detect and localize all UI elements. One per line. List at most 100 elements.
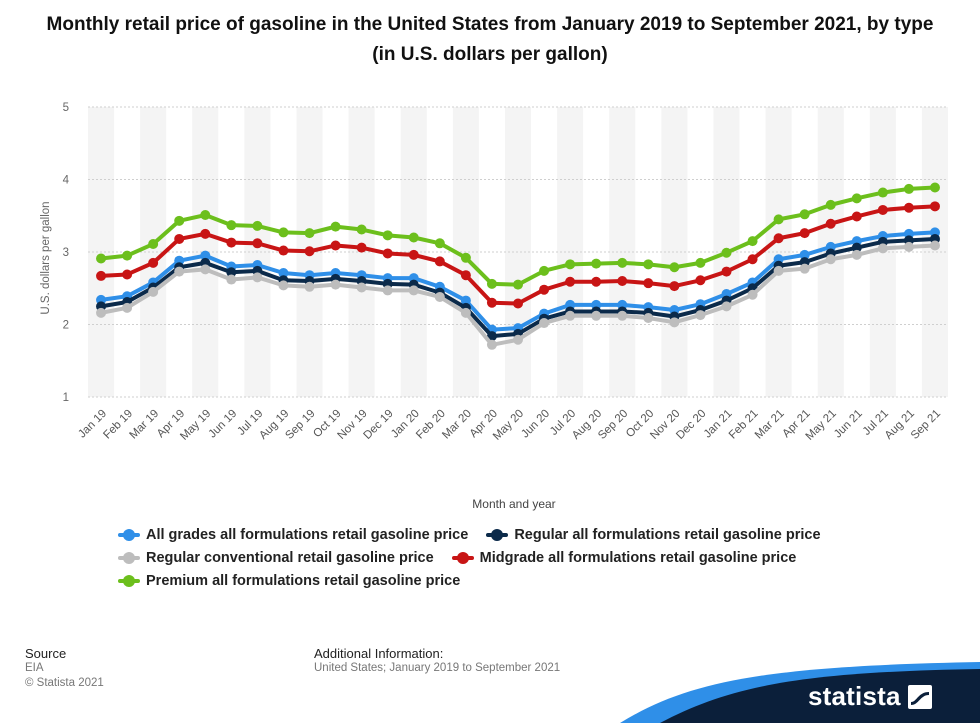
data-point[interactable] — [148, 286, 159, 297]
data-point[interactable] — [773, 233, 784, 244]
data-point[interactable] — [278, 268, 289, 279]
data-point[interactable] — [356, 282, 367, 293]
data-point[interactable] — [591, 310, 602, 321]
data-point[interactable] — [226, 267, 237, 278]
data-point[interactable] — [721, 301, 732, 312]
data-point[interactable] — [773, 265, 784, 276]
data-point[interactable] — [356, 224, 367, 235]
data-point[interactable] — [929, 201, 940, 212]
data-point[interactable] — [200, 210, 211, 221]
data-point[interactable] — [565, 310, 576, 321]
legend-item[interactable]: Premium all formulations retail gasoline… — [118, 573, 460, 589]
legend-item[interactable]: Midgrade all formulations retail gasolin… — [451, 550, 796, 566]
data-point[interactable] — [877, 204, 888, 215]
data-point[interactable] — [513, 334, 523, 345]
data-point[interactable] — [565, 276, 576, 287]
data-point[interactable] — [617, 276, 628, 286]
legend-item[interactable]: Regular conventional retail gasoline pri… — [118, 550, 434, 566]
data-point[interactable] — [903, 202, 914, 213]
data-point[interactable] — [200, 264, 211, 275]
data-point[interactable] — [799, 263, 810, 274]
data-point[interactable] — [304, 281, 315, 292]
data-point[interactable] — [643, 259, 654, 270]
data-point[interactable] — [747, 289, 758, 300]
data-point[interactable] — [539, 284, 550, 295]
data-point[interactable] — [486, 297, 497, 308]
data-point[interactable] — [721, 266, 732, 277]
data-point[interactable] — [96, 270, 107, 281]
data-point[interactable] — [486, 278, 497, 289]
data-point[interactable] — [382, 248, 393, 259]
data-point[interactable] — [252, 272, 263, 283]
data-point[interactable] — [460, 295, 471, 306]
data-point[interactable] — [122, 269, 133, 280]
data-point[interactable] — [929, 240, 940, 251]
data-point[interactable] — [825, 254, 836, 265]
source-name[interactable]: EIA — [25, 662, 44, 674]
data-point[interactable] — [460, 252, 471, 263]
data-point[interactable] — [174, 215, 185, 226]
data-point[interactable] — [799, 249, 810, 260]
data-point[interactable] — [851, 211, 862, 222]
data-point[interactable] — [278, 280, 289, 291]
data-point[interactable] — [851, 242, 862, 253]
data-point[interactable] — [877, 187, 888, 198]
data-point[interactable] — [695, 275, 706, 286]
data-point[interactable] — [747, 236, 758, 247]
data-point[interactable] — [226, 237, 237, 248]
data-point[interactable] — [174, 266, 185, 277]
data-point[interactable] — [200, 250, 211, 261]
data-point[interactable] — [669, 281, 680, 292]
data-point[interactable] — [565, 259, 576, 270]
data-point[interactable] — [382, 230, 393, 241]
data-point[interactable] — [96, 307, 107, 318]
data-point[interactable] — [643, 278, 654, 289]
data-point[interactable] — [669, 317, 680, 328]
data-point[interactable] — [226, 274, 237, 285]
data-point[interactable] — [226, 220, 237, 231]
data-point[interactable] — [513, 279, 523, 290]
data-point[interactable] — [356, 242, 367, 253]
legend-item[interactable]: Regular all formulations retail gasoline… — [486, 527, 821, 543]
data-point[interactable] — [903, 183, 914, 194]
data-point[interactable] — [539, 318, 550, 329]
data-point[interactable] — [122, 250, 133, 261]
data-point[interactable] — [330, 221, 341, 232]
data-point[interactable] — [799, 209, 810, 220]
data-point[interactable] — [460, 270, 471, 281]
data-point[interactable] — [486, 339, 497, 350]
data-point[interactable] — [591, 276, 602, 287]
legend-item[interactable]: All grades all formulations retail gasol… — [118, 527, 468, 543]
data-point[interactable] — [96, 253, 107, 264]
data-point[interactable] — [617, 310, 628, 321]
data-point[interactable] — [877, 243, 888, 254]
data-point[interactable] — [200, 228, 211, 239]
statista-brand[interactable]: statista — [808, 681, 932, 712]
data-point[interactable] — [434, 238, 445, 249]
data-point[interactable] — [591, 258, 602, 269]
data-point[interactable] — [929, 182, 940, 193]
data-point[interactable] — [148, 257, 159, 268]
data-point[interactable] — [721, 247, 732, 258]
data-point[interactable] — [825, 218, 836, 229]
data-point[interactable] — [903, 241, 914, 252]
data-point[interactable] — [539, 265, 550, 276]
data-point[interactable] — [330, 279, 341, 290]
data-point[interactable] — [148, 239, 159, 250]
data-point[interactable] — [617, 257, 628, 268]
data-point[interactable] — [304, 228, 315, 239]
data-point[interactable] — [434, 256, 445, 267]
data-point[interactable] — [408, 285, 419, 296]
data-point[interactable] — [122, 302, 133, 313]
data-point[interactable] — [278, 245, 289, 256]
data-point[interactable] — [304, 246, 315, 257]
data-point[interactable] — [408, 249, 419, 260]
data-point[interactable] — [851, 193, 862, 204]
data-point[interactable] — [434, 291, 445, 302]
data-point[interactable] — [408, 232, 419, 243]
data-point[interactable] — [851, 249, 862, 260]
data-point[interactable] — [799, 228, 810, 239]
data-point[interactable] — [773, 214, 784, 225]
data-point[interactable] — [252, 220, 263, 231]
data-point[interactable] — [825, 199, 836, 210]
